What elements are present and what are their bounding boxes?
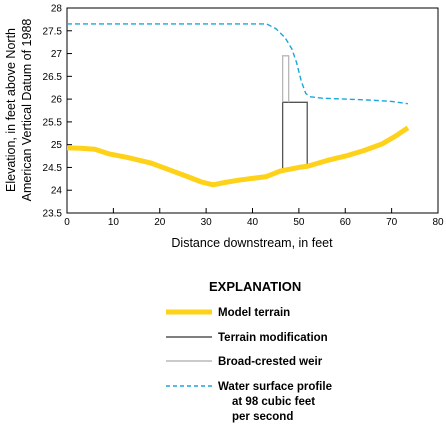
- x-tick-label: 70: [386, 217, 398, 228]
- broad-crested-weir: [281, 55, 290, 103]
- x-tick-label: 20: [154, 217, 166, 228]
- y-axis-title-line1: Elevation, in feet above North: [4, 28, 18, 192]
- water-surface-series: [67, 23, 408, 105]
- plot-frame: [66, 7, 439, 214]
- legend-label-terrain: Model terrain: [218, 307, 290, 319]
- x-tick-label: 50: [293, 217, 305, 228]
- x-tick-label: 80: [432, 217, 444, 228]
- water-surface-line: [67, 23, 408, 105]
- y-tick-label: 27.5: [43, 26, 63, 37]
- y-tick-label: 24.5: [43, 163, 63, 174]
- model-terrain-series: [66, 125, 410, 188]
- legend: EXPLANATION Model terrain Terrain modifi…: [166, 279, 332, 423]
- y-tick-label: 28: [51, 4, 63, 15]
- x-axis-ticks: 0 10 20 30 40 50 60 70 80: [64, 208, 444, 228]
- legend-label-water-1: Water surface profile: [218, 381, 332, 393]
- x-tick-label: 60: [340, 217, 352, 228]
- model-terrain-line: [66, 125, 410, 188]
- y-tick-label: 24: [51, 186, 63, 197]
- x-axis-title: Distance downstream, in feet: [171, 236, 333, 250]
- x-tick-label: 0: [64, 217, 70, 228]
- broad-crested-weir-outline: [281, 55, 290, 103]
- legend-label-water-2: at 98 cubic feet: [232, 396, 315, 408]
- y-tick-label: 26.5: [43, 72, 63, 83]
- y-tick-label: 23.5: [43, 209, 63, 220]
- legend-title: EXPLANATION: [209, 279, 301, 294]
- y-tick-label: 26: [51, 95, 63, 106]
- y-axis-ticks: 23.5 24 24.5 25 25.5 26 26.5 27 27.5 28: [43, 4, 72, 220]
- y-tick-label: 25: [51, 140, 63, 151]
- x-tick-label: 10: [108, 217, 120, 228]
- legend-label-weir: Broad-crested weir: [218, 356, 323, 368]
- y-tick-label: 27: [51, 49, 63, 60]
- y-axis-title-line2: American Vertical Datum of 1988: [20, 19, 34, 202]
- legend-label-modification: Terrain modification: [218, 332, 328, 344]
- x-tick-label: 30: [201, 217, 213, 228]
- legend-label-water-3: per second: [232, 411, 293, 423]
- terrain-modification-outline: [281, 101, 308, 170]
- x-tick-label: 40: [247, 217, 259, 228]
- terrain-modification: [281, 101, 308, 170]
- y-tick-label: 25.5: [43, 117, 63, 128]
